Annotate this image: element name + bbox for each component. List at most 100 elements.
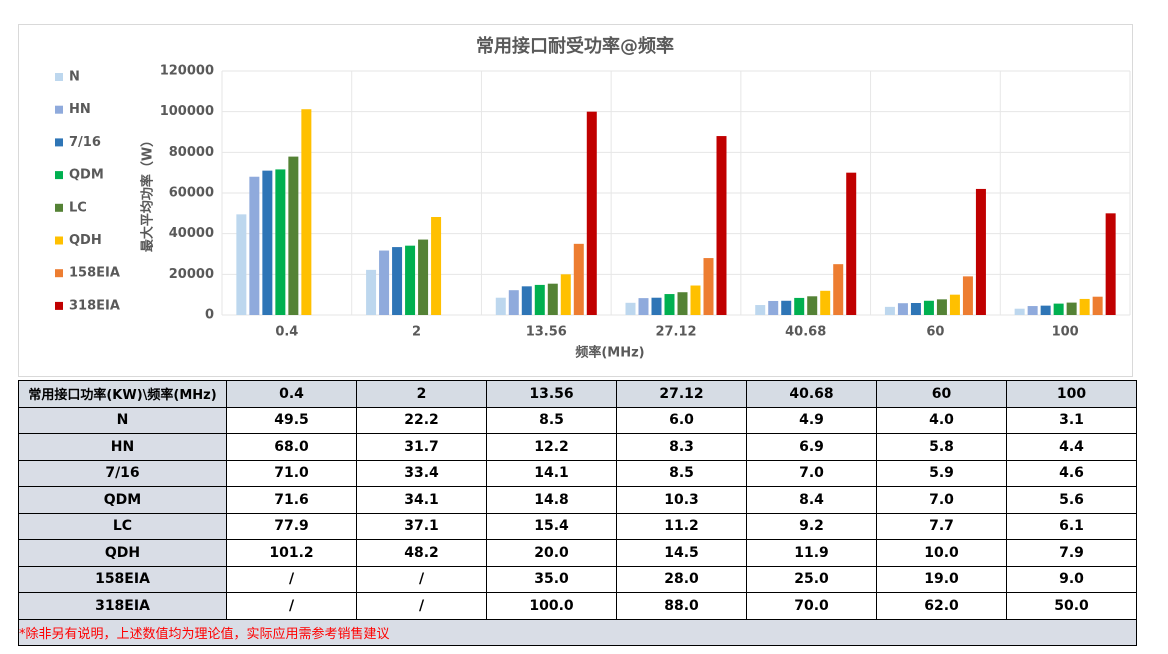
table-cell: 11.9: [746, 539, 877, 567]
header-cell: 0.4: [226, 380, 357, 408]
legend-swatch: [55, 301, 63, 310]
table-cell: 3.1: [1006, 406, 1137, 434]
legend-swatch: [55, 171, 63, 180]
legend-label: N: [69, 70, 80, 85]
bar: [949, 294, 960, 315]
table-cell: 9.2: [746, 512, 877, 540]
bar: [521, 286, 532, 315]
table-cell: 28.0: [616, 565, 747, 593]
header-cell: 13.56: [486, 380, 617, 408]
bar: [366, 269, 377, 315]
note: *除非另有说明，上述数值均为理论值，实际应用需参考销售建议: [18, 618, 1137, 646]
table-cell: 8.5: [616, 459, 747, 487]
bar: [910, 303, 921, 315]
table-cell: 10.3: [616, 486, 747, 514]
legend-label: QDH: [69, 233, 102, 248]
bar: [1027, 306, 1038, 315]
legend-label: 158EIA: [69, 266, 120, 281]
chart-title: 常用接口耐受功率@频率: [476, 35, 674, 57]
header-row: 常用接口功率(KW)\频率(MHz) 0.4 2 13.56 27.12 40.68 60 1…: [18, 380, 1137, 408]
bar: [807, 296, 818, 315]
table-cell: 68.0: [226, 433, 357, 461]
table-cell: 71.6: [226, 486, 357, 514]
x-tick-label: 100: [1052, 325, 1079, 340]
bar: [1014, 308, 1025, 315]
header-cell: 2: [356, 380, 487, 408]
table-row: 158EIA //35.0 28.0 25.0 19.0 9.0: [18, 565, 1137, 593]
chart-frame: [18, 24, 1133, 377]
table-cell: 5.6: [1006, 486, 1137, 514]
table-cell: 6.9: [746, 433, 877, 461]
table-row: QDH 101.2 48.2 20.0 14.5 11.9 10.0 7.9: [18, 539, 1137, 567]
table-cell: 71.0: [226, 459, 357, 487]
table-cell: 49.5: [226, 406, 357, 434]
table-cell: 9.0: [1006, 565, 1137, 593]
x-tick-label: 40.68: [785, 325, 826, 340]
bar: [846, 172, 857, 315]
bar: [547, 283, 558, 315]
bar: [431, 216, 442, 315]
bar: [923, 300, 934, 315]
table-cell: /: [356, 565, 487, 593]
bar: [495, 297, 506, 315]
bar: [820, 290, 831, 315]
table-cell: 7.7: [876, 512, 1007, 540]
bar: [418, 239, 429, 315]
table-cell: 7.0: [876, 486, 1007, 514]
legend-swatch: [55, 269, 63, 278]
bar: [936, 299, 947, 315]
table-cell: 100.0: [486, 592, 617, 620]
bar: [586, 111, 597, 316]
table-cell: 101.2: [226, 539, 357, 567]
y-tick-label: 20000: [169, 267, 214, 282]
row-header-cell: N: [18, 406, 227, 434]
row-header-cell: 7/16: [18, 459, 227, 487]
table-cell: 7.0: [746, 459, 877, 487]
table-cell: 4.0: [876, 406, 1007, 434]
table-cell: 37.1: [356, 512, 487, 540]
y-tick-label: 40000: [169, 226, 214, 241]
table-cell: 8.5: [486, 406, 617, 434]
bar: [1092, 296, 1103, 315]
chart: 常用接口耐受功率@频率 频率(MHz) 最大平均功率（W） 0 20000 4000…: [18, 24, 1133, 377]
table-cell: 11.2: [616, 512, 747, 540]
x-tick-label: 0.4: [275, 325, 298, 340]
table-cell: 7.9: [1006, 539, 1137, 567]
legend-swatch: [55, 105, 63, 114]
bar: [1066, 302, 1077, 315]
bar: [262, 170, 273, 315]
y-tick-label: 60000: [169, 186, 214, 201]
bar: [690, 285, 701, 315]
bar: [534, 284, 545, 315]
table-cell: 8.3: [616, 433, 747, 461]
table-cell: 5.9: [876, 459, 1007, 487]
table-cell: 31.7: [356, 433, 487, 461]
table-cell: /: [226, 565, 357, 593]
table-cell: 77.9: [226, 512, 357, 540]
table-cell: 19.0: [876, 565, 1007, 593]
header-cell: 60: [876, 380, 1007, 408]
bar: [249, 176, 260, 315]
row-header-cell: QDM: [18, 486, 227, 514]
bar: [975, 188, 986, 315]
y-tick-label: 100000: [160, 104, 214, 119]
table-cell: 88.0: [616, 592, 747, 620]
y-tick-label: 120000: [160, 64, 214, 79]
table-cell: 25.0: [746, 565, 877, 593]
table-cell: 4.4: [1006, 433, 1137, 461]
bar: [405, 245, 416, 315]
table-row: 7/16 71.0 33.4 14.1 8.5 7.0 5.9 4.6: [18, 459, 1137, 487]
bar: [638, 298, 649, 315]
table-cell: 20.0: [486, 539, 617, 567]
bar: [560, 274, 571, 315]
legend-label: QDM: [69, 168, 104, 183]
y-tick-label: 0: [205, 308, 214, 323]
bar: [794, 297, 805, 315]
table-cell: 34.1: [356, 486, 487, 514]
table-cell: 70.0: [746, 592, 877, 620]
legend-label: 7/16: [69, 135, 101, 150]
bar: [392, 247, 403, 315]
header-cell: 100: [1006, 380, 1137, 408]
table-cell: 62.0: [876, 592, 1007, 620]
table-cell: 4.9: [746, 406, 877, 434]
